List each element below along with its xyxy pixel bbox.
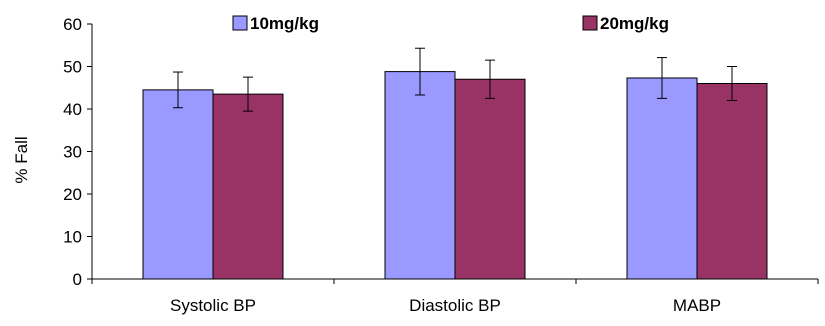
legend-item-1: 10mg/kg (232, 14, 319, 33)
y-tick-label: 30 (63, 143, 82, 162)
bars (142, 71, 768, 280)
x-tick-label: MABP (673, 296, 721, 315)
bar-2-mabp (696, 83, 768, 280)
bar-1-systolic-bp (142, 89, 214, 280)
y-tick-label: 0 (73, 270, 82, 289)
y-tick-label: 50 (63, 58, 82, 77)
legend-swatch (232, 15, 248, 31)
error-bar-2-systolic-bp (243, 76, 253, 112)
y-tick-label: 10 (63, 228, 82, 247)
bar-1-diastolic-bp (384, 71, 456, 280)
error-bar-1-mabp (657, 57, 667, 99)
y-tick-label: 40 (63, 100, 82, 119)
bar-2-systolic-bp (212, 93, 284, 280)
bar-2-diastolic-bp (454, 78, 526, 280)
x-tick-label: Systolic BP (170, 296, 256, 315)
bar-1-mabp (626, 77, 698, 280)
error-bars (173, 47, 737, 112)
y-tick-label: 20 (63, 185, 82, 204)
y-axis-ticks: 0 10 20 30 40 50 60 (63, 15, 92, 289)
y-axis-title: % Fall (12, 136, 31, 183)
legend: 10mg/kg 20mg/kg (232, 14, 669, 33)
legend-label: 10mg/kg (250, 14, 319, 33)
error-bar-2-mabp (727, 66, 737, 101)
error-bar-2-diastolic-bp (485, 59, 495, 99)
legend-swatch (582, 15, 598, 31)
x-tick-label: Diastolic BP (409, 296, 501, 315)
legend-item-2: 20mg/kg (582, 14, 669, 33)
legend-label: 20mg/kg (600, 14, 669, 33)
y-tick-label: 60 (63, 15, 82, 34)
error-bar-1-systolic-bp (173, 71, 183, 109)
error-bar-1-diastolic-bp (415, 47, 425, 96)
x-axis-ticks: Systolic BP Diastolic BP MABP (91, 279, 819, 315)
